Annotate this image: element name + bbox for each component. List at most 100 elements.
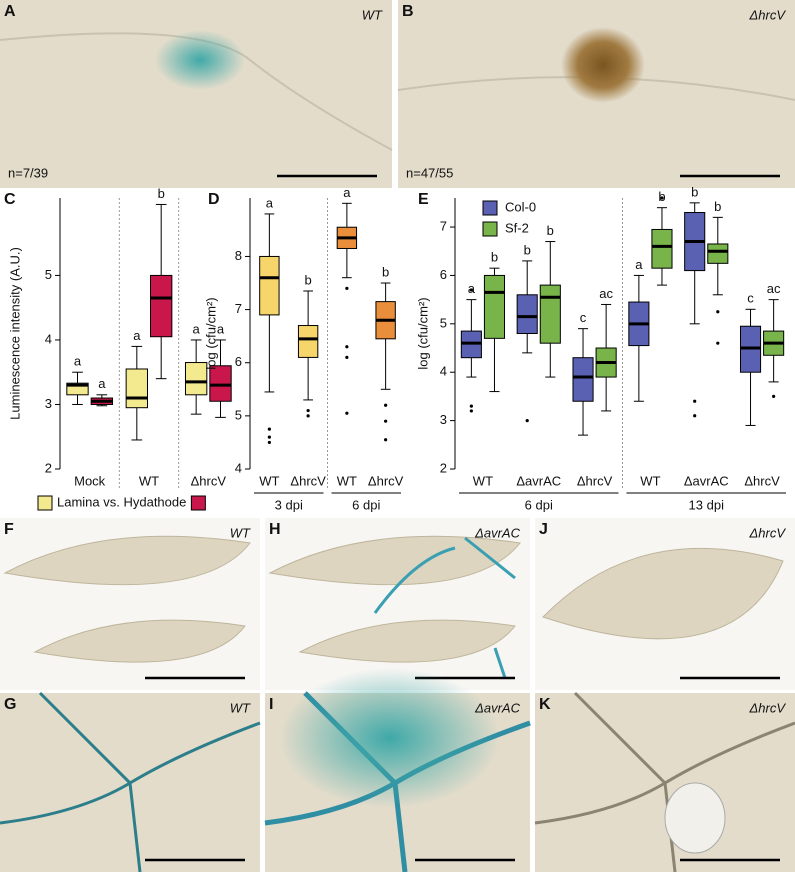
outlier	[345, 286, 349, 290]
group-label: 6 dpi	[525, 497, 553, 512]
panel-letter: H	[269, 521, 281, 538]
image-panel: H ΔavrAC	[265, 518, 530, 690]
legend-swatch	[37, 495, 53, 511]
x-tick-label: ΔavrAC	[516, 473, 561, 488]
panel-letter: B	[402, 3, 414, 20]
x-tick-label: ΔhrcV	[577, 473, 613, 488]
outlier	[469, 409, 473, 413]
gus-veins	[373, 536, 516, 679]
outlier	[345, 355, 349, 360]
image-panel: G WT	[0, 691, 261, 872]
outlier	[384, 438, 388, 442]
significance-letter: a	[266, 195, 274, 210]
significance-letter: a	[74, 354, 82, 369]
group-label: 6 dpi	[352, 497, 380, 512]
panel-label: ΔhrcV	[749, 7, 787, 22]
y-tick-label: 7	[440, 218, 447, 233]
panel-label: WT	[362, 7, 383, 22]
outlier	[716, 310, 720, 314]
significance-letter: c	[747, 291, 754, 306]
panel-label: WT	[230, 700, 251, 715]
leaf	[268, 535, 521, 586]
box	[297, 325, 319, 358]
y-tick-label: 5	[440, 315, 447, 330]
significance-letter: a	[133, 328, 141, 343]
leaf	[298, 619, 516, 663]
x-tick-label: WT	[640, 473, 660, 488]
significance-letter: b	[382, 264, 389, 279]
y-tick-label: 4	[440, 364, 447, 379]
y-tick-label: 5	[235, 407, 242, 422]
panel-letter: E	[418, 191, 429, 208]
outlier	[306, 408, 310, 413]
x-tick-label: WT	[139, 473, 159, 488]
panel-letter: A	[4, 3, 16, 20]
significance-letter: b	[691, 184, 698, 199]
panel-label: ΔavrAC	[474, 700, 520, 715]
outlier	[772, 394, 776, 399]
stain	[561, 27, 645, 103]
outlier	[306, 414, 310, 418]
image-panel: I ΔavrAC	[264, 668, 531, 872]
gus-stain	[155, 30, 245, 90]
outlier	[384, 403, 388, 407]
legend-text: Lamina vs. Hydathode	[57, 494, 186, 509]
image-background	[0, 0, 392, 188]
box	[184, 362, 208, 396]
y-tick-label: 3	[45, 396, 52, 411]
panel-label: ΔhrcV	[749, 525, 787, 540]
y-tick-label: 5	[45, 267, 52, 282]
x-tick-label: ΔhrcV	[191, 473, 227, 488]
panel-label: ΔhrcV	[749, 700, 787, 715]
image-panel: B ΔhrcV n=47/55	[397, 0, 795, 188]
significance-letter: b	[524, 242, 531, 257]
panel-letter: I	[269, 696, 273, 713]
x-tick-label: Mock	[74, 473, 106, 488]
outlier	[660, 196, 664, 200]
significance-letter: a	[343, 185, 351, 200]
panel-label: ΔavrAC	[474, 525, 520, 540]
box	[516, 294, 538, 334]
leaf	[33, 619, 246, 663]
x-tick-label: WT	[473, 473, 493, 488]
box	[259, 255, 280, 316]
y-tick-label: 3	[440, 412, 447, 427]
significance-letter: b	[491, 250, 498, 265]
significance-letter: b	[658, 189, 665, 204]
panel-letter: G	[4, 696, 16, 713]
outlier	[716, 341, 720, 345]
x-tick-label: ΔhrcV	[744, 473, 780, 488]
panel-letter: D	[208, 191, 220, 208]
x-tick-label: WT	[259, 473, 279, 488]
x-tick-label: ΔavrAC	[684, 473, 729, 488]
outlier	[345, 345, 349, 349]
x-tick-label: ΔhrcV	[290, 473, 326, 488]
y-tick-label: 6	[440, 267, 447, 282]
outlier	[267, 440, 271, 445]
y-tick-label: 2	[45, 460, 52, 475]
legend-label: Sf-2	[505, 220, 529, 235]
outlier	[345, 411, 349, 415]
trichome-patch	[664, 782, 726, 854]
legend-swatch	[190, 495, 206, 511]
significance-letter: a	[468, 281, 476, 296]
significance-letter: b	[547, 223, 554, 238]
outlier	[693, 399, 697, 403]
y-axis-label: log (cfu/cm²)	[415, 297, 430, 369]
image-panel: J ΔhrcV	[535, 518, 795, 690]
sample-count: n=47/55	[406, 165, 453, 180]
x-tick-label: ΔhrcV	[368, 473, 404, 488]
group-label: 13 dpi	[689, 497, 725, 512]
box	[572, 357, 594, 402]
y-tick-label: 8	[235, 248, 242, 263]
panel-letter: C	[4, 191, 16, 208]
significance-letter: b	[158, 186, 165, 201]
veins	[0, 691, 261, 872]
box	[539, 284, 561, 344]
significance-letter: b	[714, 199, 721, 214]
significance-letter: a	[98, 376, 106, 391]
legend-label: Col-0	[505, 199, 536, 214]
outlier	[267, 435, 271, 439]
box	[125, 368, 148, 409]
